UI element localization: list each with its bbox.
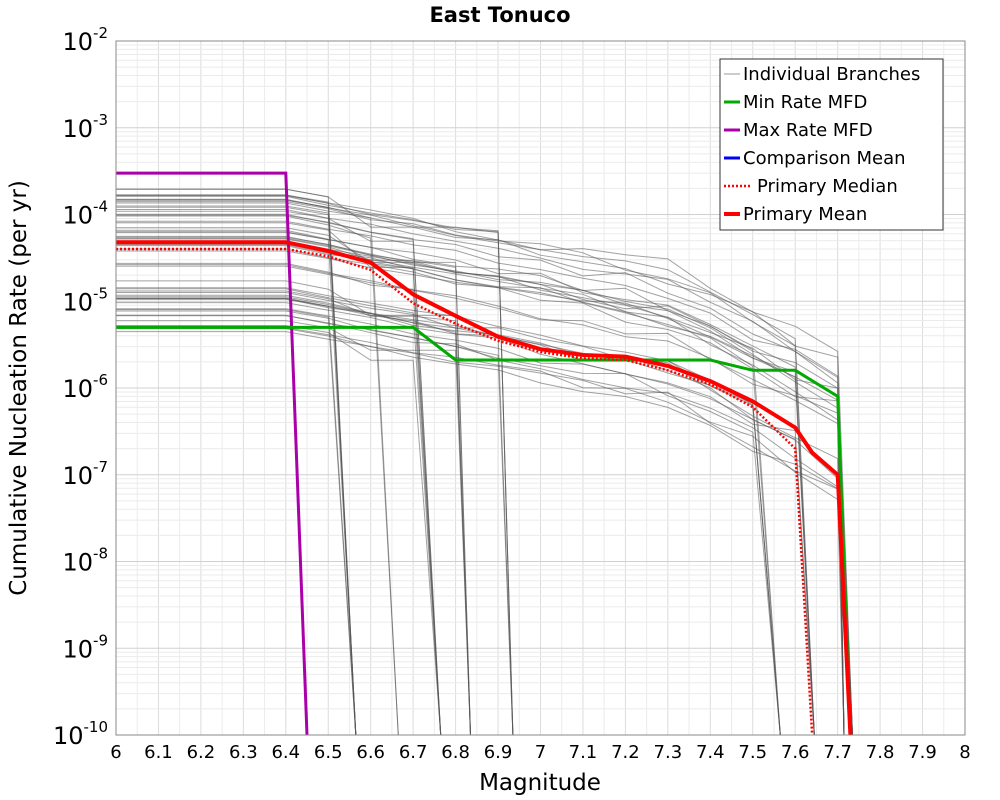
branch-line xyxy=(116,308,853,736)
y-tick-label: 10-10 xyxy=(53,718,108,750)
x-tick-label: 7.4 xyxy=(696,742,725,763)
branch-line xyxy=(116,298,357,736)
branch-line xyxy=(116,331,853,736)
legend-label: Max Rate MFD xyxy=(743,120,873,141)
x-tick-label: 7.3 xyxy=(654,742,683,763)
branch-line xyxy=(116,288,442,736)
series-max-rate-mfd xyxy=(116,171,309,736)
x-tick-label: 6.3 xyxy=(229,742,258,763)
branch-line xyxy=(116,213,845,736)
legend-label: Primary Median xyxy=(757,176,898,197)
x-axis-label: Magnitude xyxy=(479,770,601,796)
branch-line xyxy=(116,302,815,736)
branch-line xyxy=(116,229,815,736)
x-tick-label: 6.4 xyxy=(271,742,300,763)
legend: Individual Branches Min Rate MFD Max Rate … xyxy=(719,58,944,231)
branch-line xyxy=(116,280,471,736)
branch-line xyxy=(116,314,781,736)
branch-line xyxy=(116,238,471,736)
x-tick-label: 6.1 xyxy=(144,742,173,763)
x-tick-label: 6.5 xyxy=(314,742,343,763)
branch-line xyxy=(116,194,357,736)
legend-label: Individual Branches xyxy=(743,64,920,85)
x-tick-label: 8 xyxy=(959,742,970,763)
y-tick-label: 10-7 xyxy=(62,458,108,490)
chart-title: East Tonuco xyxy=(429,3,570,27)
x-tick-label: 7.6 xyxy=(781,742,810,763)
legend-label: Primary Mean xyxy=(743,204,867,225)
branch-line xyxy=(116,202,815,736)
x-tick-label: 6 xyxy=(110,742,121,763)
branch-line xyxy=(116,296,514,736)
x-tick-label: 6.9 xyxy=(484,742,513,763)
branch-line xyxy=(116,231,853,736)
y-tick-label: 10-9 xyxy=(62,631,108,663)
y-tick-label: 10-6 xyxy=(62,371,108,403)
legend-label: Min Rate MFD xyxy=(743,92,867,113)
branch-line xyxy=(116,297,471,736)
x-tick-label: 7.5 xyxy=(738,742,767,763)
y-tick-labels: 10-2 10-3 10-4 10-5 10-6 10-7 10-8 10-9 10-10 xyxy=(53,24,108,750)
branch-line xyxy=(116,265,845,736)
branch-line xyxy=(116,309,357,736)
x-tick-label: 6.7 xyxy=(399,742,428,763)
branch-line xyxy=(116,325,442,736)
x-tick-label: 7.1 xyxy=(569,742,598,763)
series-primary-median xyxy=(116,247,814,736)
y-axis-label: Cumulative Nucleation Rate (per yr) xyxy=(6,180,32,596)
y-tick-label: 10-8 xyxy=(62,545,108,577)
series-lines xyxy=(116,171,853,736)
x-tick-label: 7.7 xyxy=(823,742,852,763)
branch-line xyxy=(116,206,357,736)
y-tick-label: 10-2 xyxy=(62,24,108,56)
x-tick-label: 6.6 xyxy=(356,742,385,763)
plot-area-frame xyxy=(115,40,966,736)
x-tick-label: 6.8 xyxy=(441,742,470,763)
x-tick-label: 7.9 xyxy=(908,742,937,763)
x-tick-label: 7.8 xyxy=(866,742,895,763)
branch-line xyxy=(116,214,442,736)
branch-line xyxy=(116,245,815,736)
series-primary-mean xyxy=(116,240,853,736)
x-tick-label: 7 xyxy=(535,742,546,763)
x-tick-label: 6.2 xyxy=(187,742,216,763)
x-tick-labels: 6 6.1 6.2 6.3 6.4 6.5 6.6 6.7 6.8 6.9 7 7.1 7.2 7.3 7.… xyxy=(110,742,970,763)
branch-line xyxy=(116,262,442,736)
y-tick-label: 10-4 xyxy=(62,198,108,230)
y-tick-label: 10-3 xyxy=(62,111,108,143)
branch-line xyxy=(116,215,399,736)
series-min-rate-mfd xyxy=(116,325,852,736)
branch-line xyxy=(116,237,853,736)
grid xyxy=(115,41,966,736)
branch-line xyxy=(116,320,471,736)
y-tick-label: 10-5 xyxy=(62,284,108,316)
branch-line xyxy=(116,264,845,736)
branch-line xyxy=(116,220,853,736)
individual-branches xyxy=(116,188,853,736)
legend-label: Comparison Mean xyxy=(743,148,906,169)
branch-line xyxy=(116,290,471,736)
x-tick-label: 7.2 xyxy=(611,742,640,763)
legend-box xyxy=(719,58,944,231)
branch-line xyxy=(116,188,514,736)
